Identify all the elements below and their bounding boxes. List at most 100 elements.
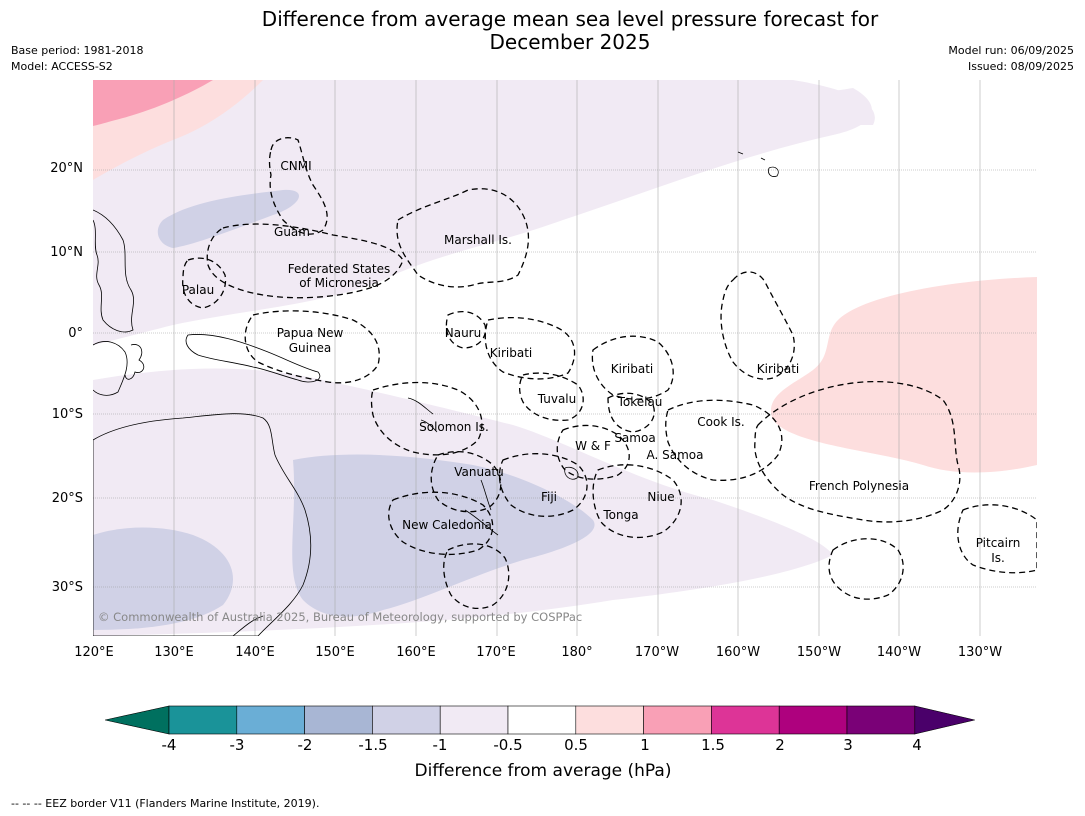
philippines-coast (93, 209, 134, 333)
colorbar-tick-5: -0.5 (493, 736, 523, 754)
eez-borders (182, 137, 1037, 609)
colorbar-cell (507, 705, 577, 735)
anomaly-region-light-lilac-north (93, 80, 875, 188)
new-caledonia-coast (464, 509, 499, 536)
lon-tick-160e: 160°E (396, 645, 436, 660)
label-tokelau: Tokelau (617, 395, 663, 409)
colorbar-cell (304, 705, 373, 735)
eez-kiribati-central (591, 335, 674, 400)
lat-tick-0: 0° (68, 326, 83, 341)
label-american-samoa: A. Samoa (647, 448, 704, 462)
colorbar-tick-3: -1.5 (358, 736, 388, 754)
colorbar-cell (236, 705, 305, 735)
eez-south-loop (828, 538, 904, 600)
new-guinea-coast (185, 334, 321, 383)
label-png-line2: Guinea (289, 341, 332, 355)
eez-tuvalu (518, 372, 584, 421)
label-png-line1: Papua New (277, 326, 344, 340)
solomon-islands-coast (407, 397, 438, 433)
issued-date: Issued: 08/09/2025 (967, 60, 1074, 73)
eez-fiji (498, 453, 588, 517)
eez-nz-north (443, 543, 510, 609)
label-fsm-line2: of Micronesia (299, 276, 379, 290)
colorbar-under-triangle (105, 705, 170, 735)
vanuatu-coast (480, 479, 492, 511)
colorbar-cell (778, 705, 848, 735)
eez-kiribati-west (484, 316, 576, 380)
label-solomon: Solomon Is. (419, 420, 489, 434)
anomaly-region-light-pink-east (771, 277, 1037, 473)
label-new-caledonia: New Caledonia (402, 518, 492, 532)
anomaly-region-lavender-southwest (93, 527, 233, 630)
colorbar (105, 705, 975, 735)
lat-tick-20n: 20°N (50, 161, 83, 176)
label-pitcairn-line2: Is. (991, 551, 1005, 565)
label-tonga: Tonga (602, 508, 638, 522)
label-samoa: Samoa (614, 431, 655, 445)
eez-nauru (445, 311, 487, 349)
page-title: Difference from average mean sea level p… (170, 8, 970, 54)
new-zealand-coast (232, 615, 264, 636)
eez-tokelau (607, 392, 655, 433)
colorbar-cell (643, 705, 712, 735)
meta-left: Base period: 1981-2018 Model: ACCESS-S2 (11, 43, 143, 75)
colorbar-over-triangle (914, 705, 975, 735)
eez-palau (182, 257, 227, 309)
eez-tonga-niue (592, 464, 682, 539)
eez-cook (665, 399, 783, 481)
lon-tick-150w: 150°W (796, 645, 842, 660)
lat-tick-20s: 20°S (51, 491, 83, 506)
colorbar-cell (711, 705, 780, 735)
eez-vanuatu (430, 451, 502, 513)
lat-tick-30s: 30°S (51, 580, 83, 595)
hawaii-coast (737, 151, 779, 177)
model-run: Model run: 06/09/2025 (948, 44, 1074, 57)
eez-samoa-wf (556, 424, 630, 480)
colorbar-cell (846, 705, 916, 735)
label-cnmi: CNMI (280, 159, 311, 173)
eez-footnote: -- -- -- EEZ border V11 (Flanders Marine… (11, 797, 320, 810)
colorbar-tick-1: -3 (229, 736, 245, 754)
label-kiribati-east: Kiribati (757, 362, 799, 376)
colorbar-label: Difference from average (hPa) (414, 761, 672, 781)
colorbar-tick-7: 1 (640, 736, 650, 754)
label-niue: Niue (647, 490, 674, 504)
coastlines (93, 151, 779, 636)
lon-tick-160w: 160°W (715, 645, 761, 660)
lon-tick-140e: 140°E (235, 645, 275, 660)
meta-right: Model run: 06/09/2025 Issued: 08/09/2025 (948, 43, 1074, 75)
label-kiribati-west: Kiribati (490, 346, 532, 360)
map-canvas: CNMI Guam Marshall Is. Federated States … (93, 80, 1037, 636)
copyright-notice: © Commonwealth of Australia 2025, Bureau… (98, 610, 582, 624)
lat-tick-10s: 10°S (51, 407, 83, 422)
eez-solomon (370, 381, 483, 456)
colorbar-tick-10: 3 (843, 736, 853, 754)
place-labels: CNMI Guam Marshall Is. Federated States … (182, 159, 1020, 565)
title-line-2: December 2025 (489, 30, 651, 54)
sulawesi-coast (124, 344, 145, 380)
colorbar-tick-9: 2 (775, 736, 785, 754)
colorbar-cell (168, 705, 238, 735)
lon-tick-140w: 140°W (876, 645, 922, 660)
lon-tick-170w: 170°W (634, 645, 680, 660)
australia-coast (93, 413, 312, 636)
label-fsm-line1: Federated States (288, 262, 390, 276)
label-nauru: Nauru (445, 326, 481, 340)
colorbar-cell (372, 705, 441, 735)
colorbar-cell (439, 705, 509, 735)
model-name: Model: ACCESS-S2 (11, 60, 113, 73)
lon-tick-120e: 120°E (74, 645, 114, 660)
lon-tick-130e: 130°E (154, 645, 194, 660)
fiji-coast (564, 466, 579, 480)
eez-marshall (396, 188, 530, 288)
meridians (173, 80, 981, 636)
label-french-polynesia: French Polynesia (809, 479, 909, 493)
borneo-coast (93, 341, 128, 396)
label-palau: Palau (182, 283, 214, 297)
label-kiribati-central: Kiribati (611, 362, 653, 376)
anomaly-region-lavender-south (292, 454, 595, 617)
colorbar-tick-0: -4 (161, 736, 177, 754)
colorbar-tick-6: 0.5 (564, 736, 588, 754)
base-period: Base period: 1981-2018 (11, 44, 144, 57)
colorbar-tick-2: -2 (297, 736, 313, 754)
